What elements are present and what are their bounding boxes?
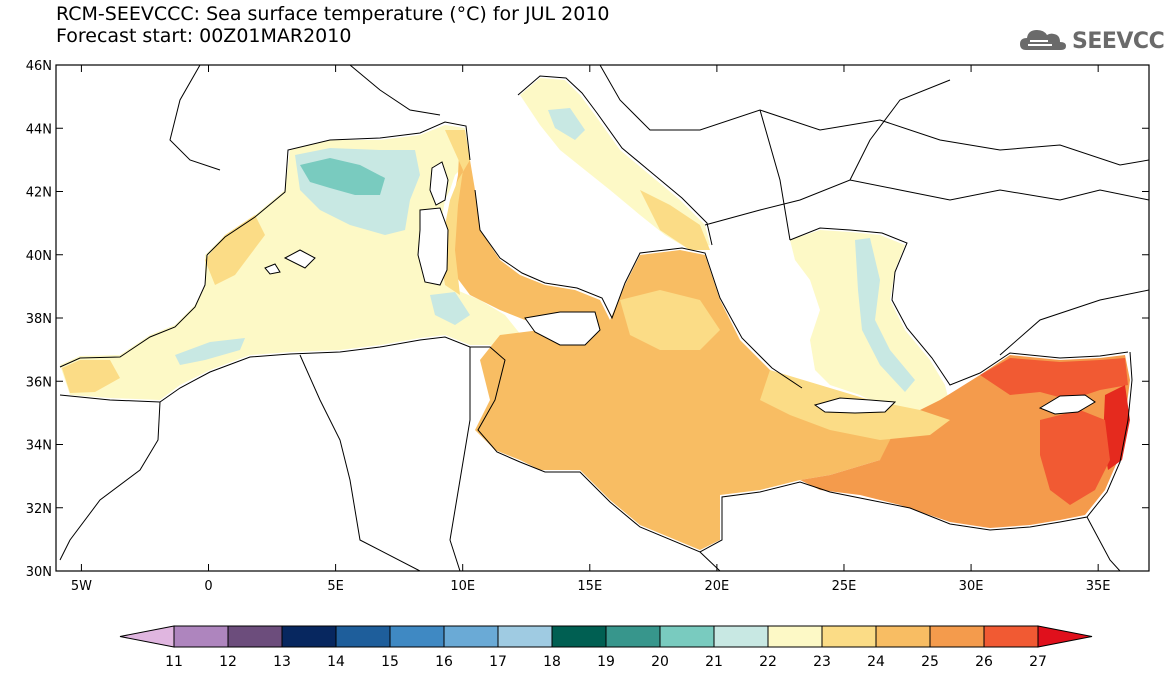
corsica-island xyxy=(429,161,449,206)
sea-temperature-field xyxy=(60,78,1130,550)
crete-island xyxy=(813,397,897,414)
colorbar-label: 22 xyxy=(759,654,777,670)
colorbar-swatch xyxy=(875,625,931,648)
colorbar-swatch xyxy=(605,625,661,648)
levant-coast-hottest xyxy=(1103,385,1130,470)
lat-tick-label: 34N xyxy=(26,439,52,454)
lat-tick-label: 32N xyxy=(26,502,52,517)
colorbar-swatch xyxy=(335,625,391,648)
colorbar-swatch xyxy=(227,625,283,648)
latitude-axis: 46N 44N 42N 40N 38N 36N 34N 32N 30N xyxy=(26,59,1149,580)
aegean-cool-strip xyxy=(855,238,915,392)
alboran-warm xyxy=(62,360,120,393)
colorbar-label: 24 xyxy=(867,654,885,670)
colorbar-label: 19 xyxy=(597,654,615,670)
adriatic-south-warm xyxy=(640,190,710,250)
colorbar-label: 18 xyxy=(543,654,561,670)
colorbar-swatch xyxy=(821,625,877,648)
lat-tick-label: 40N xyxy=(26,249,52,264)
colorbar-swatch xyxy=(497,625,553,648)
lat-tick-label: 46N xyxy=(26,59,52,74)
colorbar-swatch xyxy=(551,625,607,648)
colorbar-label: 14 xyxy=(327,654,345,670)
lon-tick-label: 15E xyxy=(577,579,602,594)
colorbar-label: 27 xyxy=(1029,654,1047,670)
cyprus-island xyxy=(1038,394,1096,415)
lon-tick-label: 5W xyxy=(71,579,92,594)
lat-tick-label: 38N xyxy=(26,312,52,327)
colorbar-label: 11 xyxy=(165,654,183,670)
lon-tick-label: 30E xyxy=(959,579,984,594)
colorbar-label: 25 xyxy=(921,654,939,670)
balearic-warm xyxy=(205,215,265,285)
colorbar-swatch xyxy=(173,625,229,648)
colorbar-low-arrow xyxy=(119,625,175,648)
colorbar-swatch xyxy=(659,625,715,648)
gulf-of-lion-coldest xyxy=(300,158,385,195)
forecast-start-subtitle: Forecast start: 00Z01MAR2010 xyxy=(56,25,352,47)
adriatic-cool-patch xyxy=(548,108,585,140)
seevccc-logo: SEEVCCC xyxy=(1018,24,1165,58)
colorbar-label: 26 xyxy=(975,654,993,670)
colorbar-label: 21 xyxy=(705,654,723,670)
colorbar-swatch xyxy=(929,625,985,648)
longitude-axis: 5W 0 5E 10E 15E 20E 25E 30E 35E xyxy=(71,65,1111,594)
colorbar-label: 12 xyxy=(219,654,237,670)
colorbar-label: 15 xyxy=(381,654,399,670)
ionian-mild xyxy=(620,290,720,350)
colorbar-swatch xyxy=(281,625,337,648)
lat-tick-label: 44N xyxy=(26,122,52,137)
lat-tick-label: 36N xyxy=(26,375,52,390)
colorbar-label: 17 xyxy=(489,654,507,670)
colorbar-label: 23 xyxy=(813,654,831,670)
mallorca-island xyxy=(283,249,316,269)
lon-tick-label: 35E xyxy=(1086,579,1111,594)
sardinia-channel-cool xyxy=(430,292,470,325)
logo-text: SEEVCCC xyxy=(1072,29,1165,54)
colorbar-swatch xyxy=(983,625,1039,648)
lat-tick-label: 42N xyxy=(26,186,52,201)
alboran-cool-patch xyxy=(175,338,245,365)
lon-tick-label: 0 xyxy=(204,579,212,594)
colorbar-swatch xyxy=(389,625,445,648)
lon-tick-label: 5E xyxy=(327,579,344,594)
colorbar-swatch xyxy=(767,625,823,648)
colorbar-label: 13 xyxy=(273,654,291,670)
sicily-island xyxy=(524,311,601,346)
lat-tick-label: 30N xyxy=(26,565,52,580)
ionian-sea xyxy=(475,250,910,550)
colorbar-label: 20 xyxy=(651,654,669,670)
colorbar-label: 16 xyxy=(435,654,453,670)
sardinia-island xyxy=(417,207,449,286)
country-borders xyxy=(59,65,1149,571)
levantine-sea xyxy=(800,355,1130,528)
map-title: RCM-SEEVCCC: Sea surface temperature (°C… xyxy=(56,3,610,25)
levantine-east-hot xyxy=(1040,410,1110,505)
lon-tick-label: 20E xyxy=(705,579,730,594)
temperature-colorbar: 11 12 13 14 15 16 17 18 19 20 21 22 23 24 25 26 27 xyxy=(119,625,1093,670)
cloud-logo-icon xyxy=(1020,30,1066,50)
levantine-hot xyxy=(980,358,1128,400)
lon-tick-label: 25E xyxy=(832,579,857,594)
colorbar-high-arrow xyxy=(1037,625,1093,648)
tyrrhenian-sea xyxy=(450,135,610,335)
ibiza-island xyxy=(264,263,281,275)
colorbar-swatch xyxy=(713,625,769,648)
lon-tick-label: 10E xyxy=(450,579,475,594)
colorbar-swatch xyxy=(443,625,499,648)
